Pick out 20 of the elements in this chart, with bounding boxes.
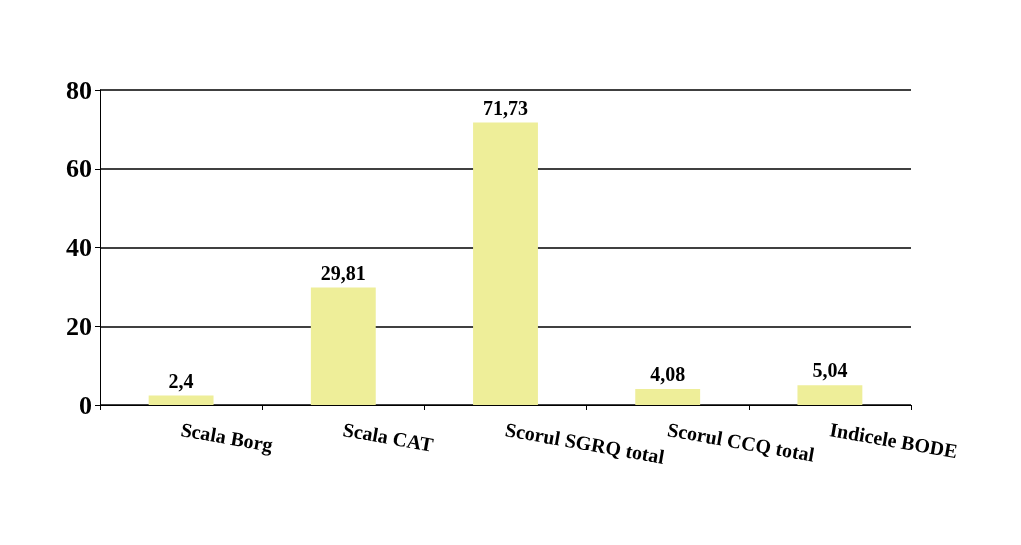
- y-tick-label: 60: [66, 154, 92, 184]
- data-label: 5,04: [812, 359, 848, 382]
- x-tick-label: Indicele BODE: [827, 418, 960, 463]
- bar: [635, 388, 701, 405]
- data-label: 2,4: [168, 369, 194, 392]
- bar: [310, 287, 376, 405]
- data-label: 29,81: [320, 261, 366, 284]
- x-tick-label: Scala Borg: [179, 418, 275, 457]
- data-label: 71,73: [483, 96, 528, 119]
- y-tick-label: 80: [66, 75, 92, 105]
- bar: [797, 385, 863, 405]
- bar: [148, 395, 214, 405]
- y-tick-label: 0: [79, 390, 92, 420]
- x-tick-label: Scorul SGRQ total: [503, 418, 667, 468]
- y-tick-label: 20: [66, 311, 92, 341]
- x-tick-label: Scorul CCQ total: [665, 418, 817, 466]
- y-tick-label: 40: [66, 233, 92, 262]
- bar: [473, 122, 538, 405]
- data-label: 4,08: [650, 362, 686, 385]
- x-tick-label: Scala CAT: [341, 418, 436, 456]
